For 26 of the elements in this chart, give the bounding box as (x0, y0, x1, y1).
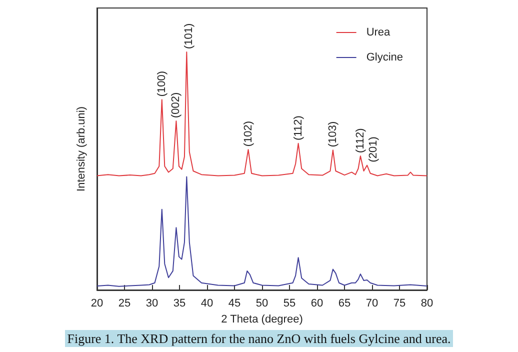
annotation: (201) (367, 136, 380, 162)
x-tick-label: 70 (366, 298, 378, 310)
caption: Figure 1. The XRD pattern for the nano ZnO with fuels Gylcine and urea. (65, 330, 453, 347)
x-tick-label: 25 (118, 298, 131, 310)
annotation: (112) (354, 128, 366, 154)
annotation: (002) (170, 92, 182, 118)
x-tick-label: 40 (200, 298, 214, 310)
legend-label: Glycine (366, 52, 404, 64)
x-tick-label: 75 (393, 298, 406, 310)
annotation: (103) (326, 121, 339, 148)
x-tick-label: 80 (420, 298, 434, 310)
x-tick-label: 20 (90, 298, 104, 310)
y-axis-title: Intensity (arb.uni) (76, 106, 88, 192)
annotation: (101) (183, 23, 196, 50)
x-axis-title: 2 Theta (degree) (221, 313, 303, 326)
x-tick-label: 30 (146, 298, 158, 310)
x-tick-label: 50 (256, 298, 268, 310)
legend-label: Urea (366, 26, 392, 38)
x-tick-label: 55 (283, 298, 296, 310)
x-tick-label: 60 (310, 298, 324, 310)
annotation: (100) (156, 70, 168, 97)
x-tick-label: 35 (173, 298, 186, 310)
x-tick-label: 45 (228, 298, 241, 310)
annotation: (112) (292, 116, 304, 140)
x-tick-label: 65 (338, 298, 351, 310)
annotation: (102) (242, 120, 254, 147)
